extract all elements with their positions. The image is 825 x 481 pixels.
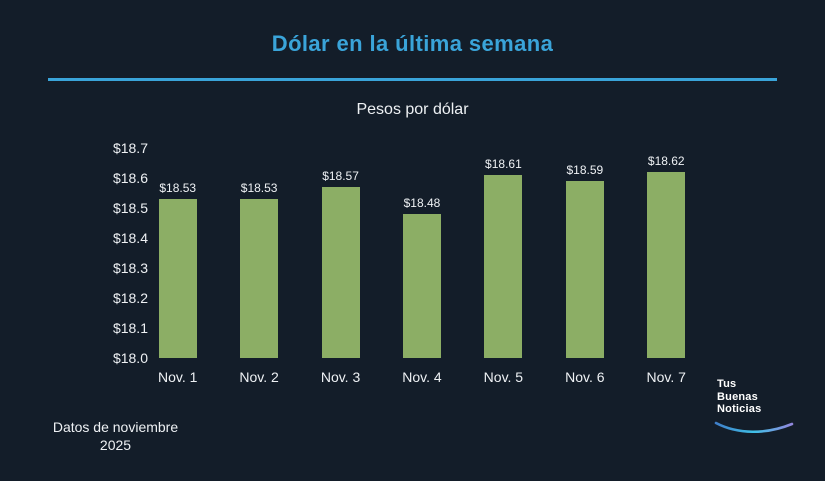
bar-value-label: $18.57 — [322, 169, 359, 183]
chart-subtitle: Pesos por dólar — [356, 101, 469, 118]
footnote-line-2: 2025 — [99, 437, 132, 453]
bar-value-label: $18.59 — [566, 163, 604, 177]
x-axis-label: Nov. 4 — [402, 369, 442, 385]
bar-group: $18.53 Nov. 1 — [137, 148, 218, 385]
bar-value-label: $18.53 — [240, 181, 278, 195]
y-tick-label: $18.0 — [112, 350, 148, 366]
title-divider — [48, 78, 777, 81]
x-axis-label: Nov. 3 — [320, 369, 361, 385]
footnote: Datos de noviembre 2025 — [38, 418, 193, 454]
y-axis: $18.7 $18.6 $18.5 $18.4 $18.3 $18.2 $18.1 $18.0 — [50, 140, 148, 366]
logo-text-line-3: Noticias — [717, 403, 762, 415]
y-tick-label: $18.4 — [112, 230, 148, 246]
logo-smile-arc-icon — [714, 421, 794, 433]
bar-value-label: $18.48 — [403, 196, 441, 210]
bar — [158, 199, 197, 358]
logo-text-line-2: Buenas — [717, 390, 758, 403]
y-tick-label: $18.5 — [112, 200, 148, 216]
bar — [321, 187, 360, 358]
x-axis-label: Nov. 6 — [565, 369, 605, 385]
bar-value-label: $18.61 — [485, 157, 522, 171]
bar — [240, 199, 279, 358]
bar — [484, 175, 523, 358]
logo-text-line-1: Tus — [717, 378, 737, 390]
x-axis-label: Nov. 2 — [239, 369, 279, 385]
x-axis-label: Nov. 7 — [646, 369, 686, 385]
x-axis-label: Nov. 5 — [483, 369, 524, 385]
y-tick-label: $18.1 — [112, 320, 148, 336]
y-tick-label: $18.7 — [112, 140, 148, 156]
bar-group: $18.53 Nov. 2 — [218, 148, 299, 385]
y-tick-label: $18.6 — [112, 170, 148, 186]
page-title: Dólar en la última semana — [271, 31, 554, 56]
bar-group: $18.61 Nov. 5 — [463, 148, 544, 385]
bar — [402, 214, 441, 358]
bar — [647, 172, 686, 358]
bar-group: $18.62 Nov. 7 — [626, 148, 707, 385]
footnote-line-1: Datos de noviembre — [52, 419, 179, 435]
brand-logo: Tus Buenas Noticias — [714, 378, 797, 437]
bar-value-label: $18.53 — [159, 181, 197, 195]
bar-group: $18.48 Nov. 4 — [381, 148, 462, 385]
bar-group: $18.59 Nov. 6 — [544, 148, 625, 385]
bar — [565, 181, 604, 358]
x-axis-label: Nov. 1 — [157, 369, 198, 385]
y-tick-label: $18.3 — [112, 260, 148, 276]
bar-group: $18.57 Nov. 3 — [300, 148, 381, 385]
y-tick-label: $18.2 — [112, 290, 148, 306]
bar-value-label: $18.62 — [647, 154, 685, 168]
bar-chart-plot: $18.53 Nov. 1 $18.53 Nov. 2 $18.57 Nov. 3 $18.… — [137, 148, 707, 385]
